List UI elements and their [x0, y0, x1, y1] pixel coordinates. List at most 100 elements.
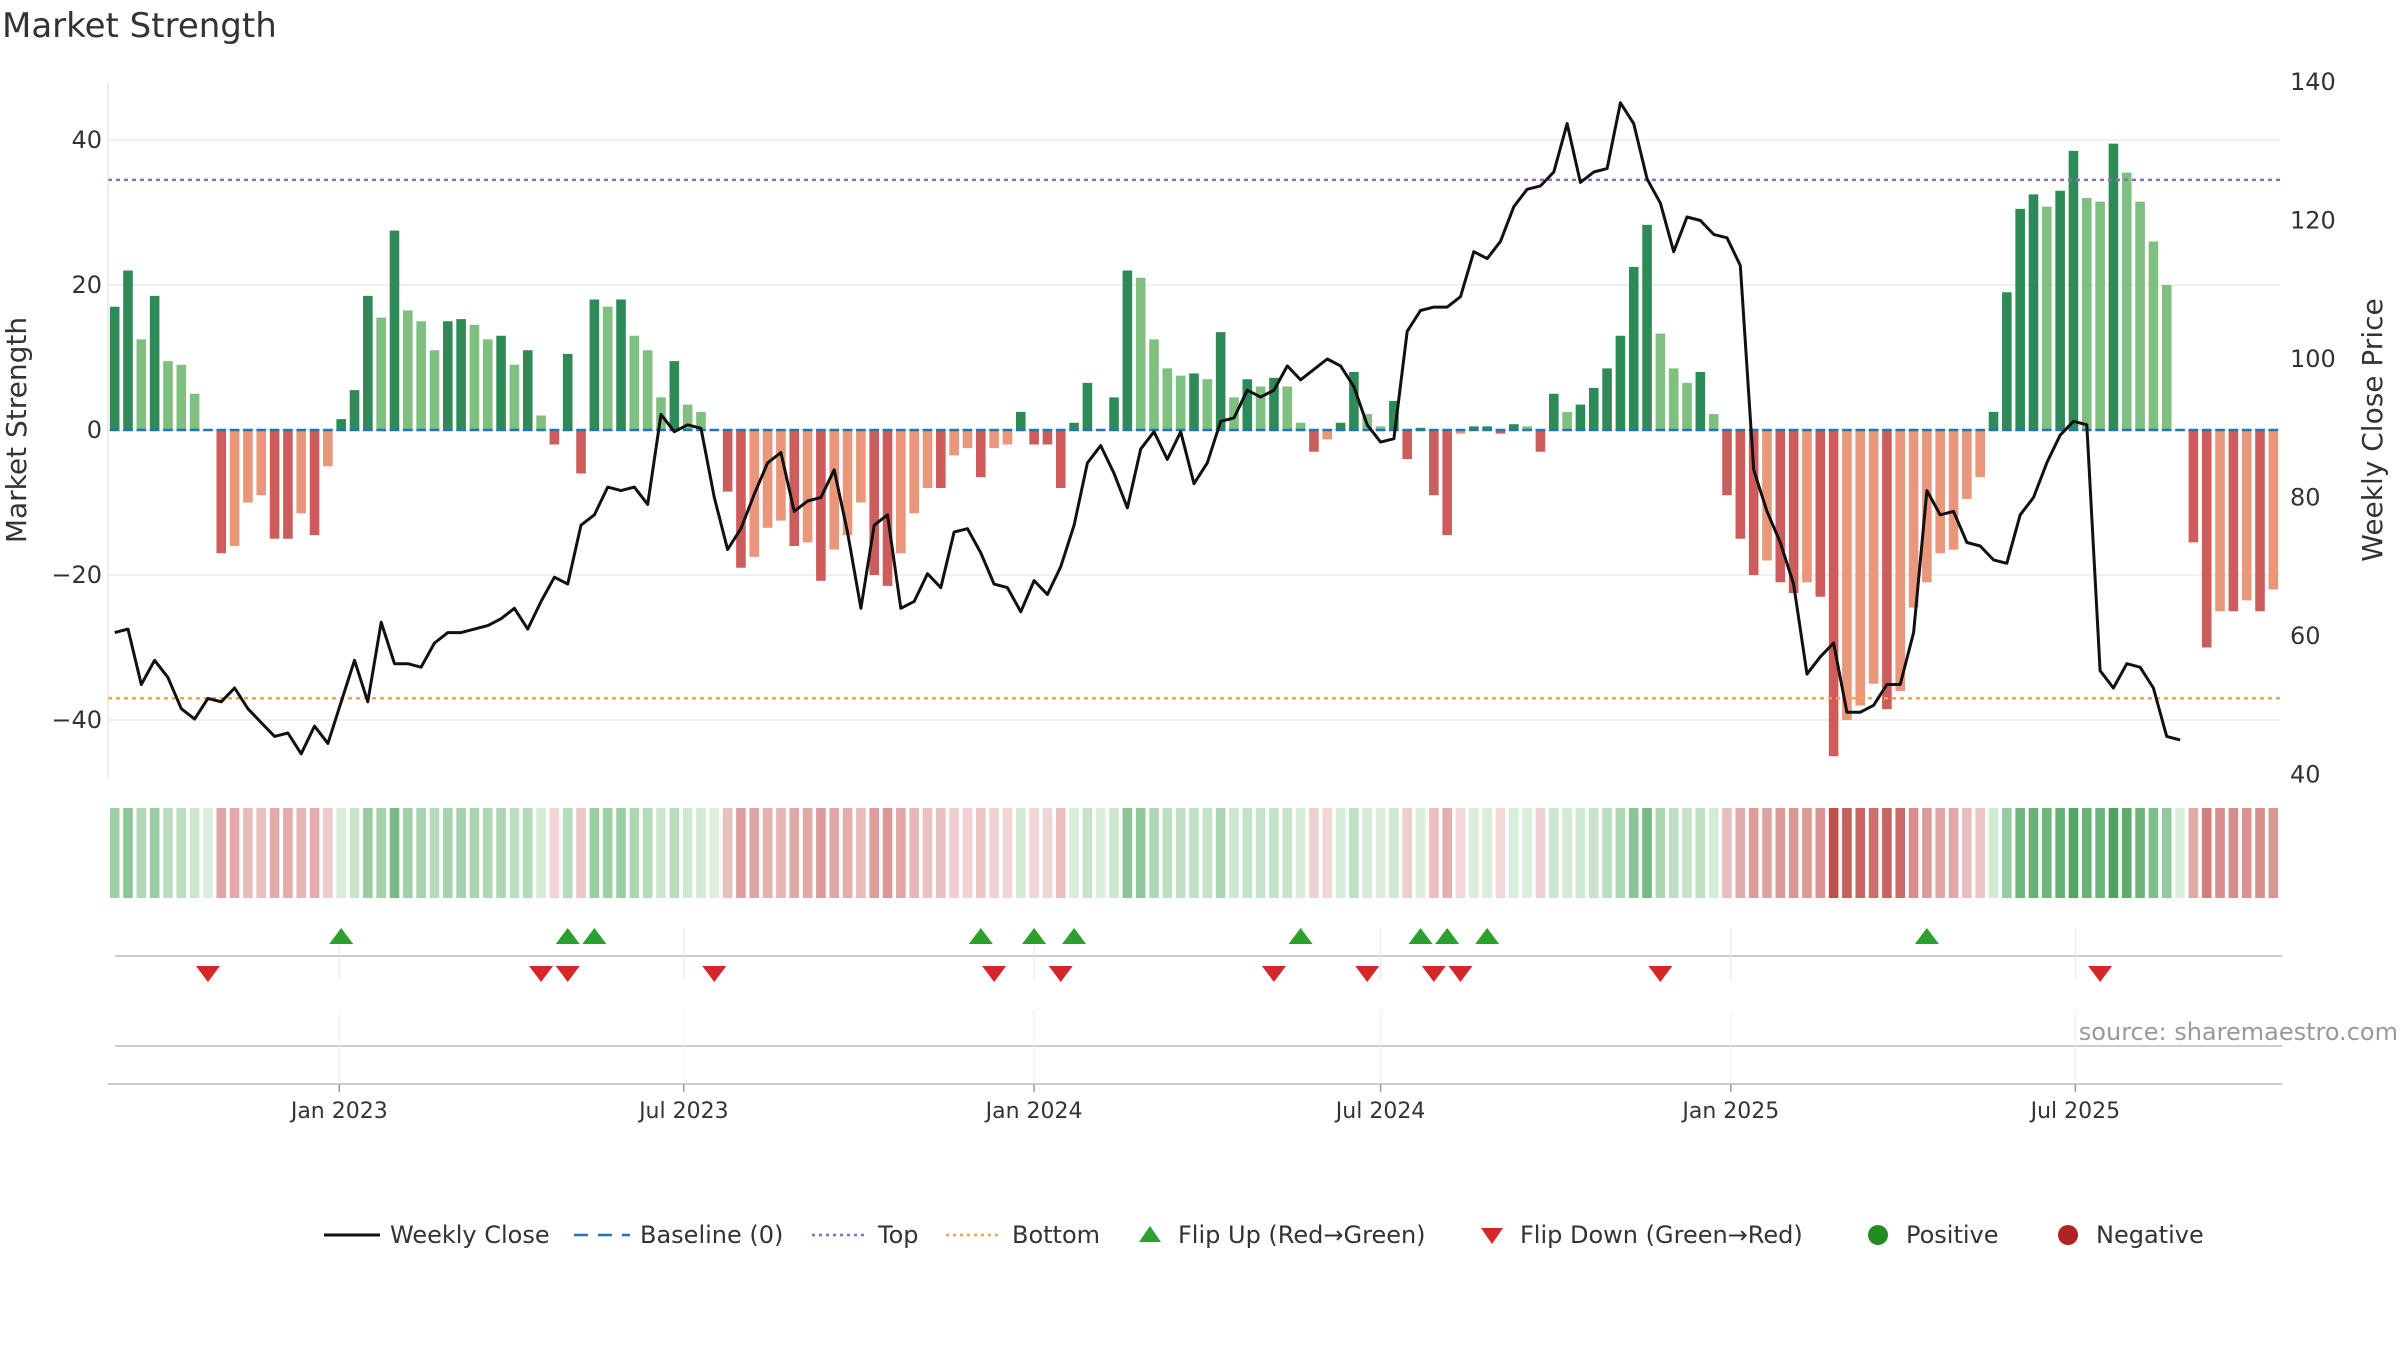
- strength-bar: [1708, 414, 1719, 430]
- strength-bar: [1842, 430, 1852, 720]
- strength-bar: [616, 299, 626, 430]
- flip-down-marker: [982, 966, 1007, 982]
- y2-tick-label: 60: [2290, 622, 2321, 650]
- strength-bar: [962, 430, 973, 449]
- strip-cell: [2268, 808, 2279, 898]
- strip-cell: [1042, 808, 1053, 898]
- legend-positive-dot-icon: [1858, 1220, 1898, 1250]
- legend-negative-dot-icon: [2048, 1220, 2088, 1250]
- strip-cell: [1015, 808, 1026, 898]
- flip-down-marker: [2088, 966, 2113, 982]
- y-axis-label: Market Strength: [0, 317, 33, 543]
- strip-cell: [482, 808, 493, 898]
- strength-bar: [1602, 368, 1612, 430]
- strip-cell: [2042, 808, 2052, 898]
- strip-cell: [1575, 808, 1586, 898]
- strip-cell: [2002, 808, 2012, 898]
- strength-bar: [1175, 375, 1186, 430]
- strip-cell: [776, 808, 786, 898]
- flip-down-marker: [1048, 966, 1073, 982]
- strip-cell: [2095, 808, 2105, 898]
- legend-triangle-down-icon: [1472, 1220, 1512, 1250]
- strength-bar: [2188, 430, 2199, 543]
- strength-bar: [2028, 194, 2039, 430]
- flip-down-marker: [1648, 966, 1673, 982]
- strip-cell: [389, 808, 400, 898]
- strength-bar: [522, 350, 533, 430]
- flip-down-marker: [1261, 966, 1286, 982]
- strength-bar: [496, 335, 506, 430]
- strip-cell: [136, 808, 147, 898]
- legend-item-close: Weekly Close: [322, 1215, 550, 1255]
- strength-bar: [256, 430, 267, 496]
- strip-cell: [109, 808, 120, 898]
- strength-bar: [1402, 430, 1412, 459]
- flip-down-marker: [529, 966, 554, 982]
- strip-cell: [536, 808, 546, 898]
- strip-cell: [1082, 808, 1093, 898]
- strip-cell: [896, 808, 906, 898]
- strength-bar: [2228, 430, 2239, 612]
- strength-bar: [349, 390, 360, 430]
- strip-cell: [562, 808, 573, 898]
- strength-bar: [789, 430, 800, 546]
- strength-bar: [2042, 206, 2052, 430]
- strength-bar: [1828, 430, 1839, 757]
- strip-cell: [1895, 808, 1906, 898]
- strength-bar: [1628, 266, 1639, 430]
- strength-bar: [1335, 422, 1346, 430]
- strength-bar: [1082, 382, 1093, 430]
- strip-cell: [509, 808, 520, 898]
- strength-bar: [2055, 190, 2065, 430]
- strength-bar: [2095, 201, 2105, 430]
- strength-bar: [243, 430, 253, 503]
- strip-cell: [416, 808, 426, 898]
- strength-bar: [1189, 373, 1199, 430]
- strip-cell: [696, 808, 706, 898]
- strength-bar: [2002, 292, 2012, 430]
- strength-bar: [949, 430, 959, 456]
- strength-bar: [2068, 150, 2079, 430]
- strength-bar: [283, 430, 293, 539]
- strip-cell: [989, 808, 999, 898]
- y2-axis-label: Weekly Close Price: [2356, 298, 2389, 561]
- strip-cell: [2015, 808, 2025, 898]
- strip-cell: [2188, 808, 2199, 898]
- strip-cell: [1708, 808, 1719, 898]
- strip-cell: [2068, 808, 2079, 898]
- strength-bar: [1255, 386, 1266, 430]
- strip-cell: [1269, 808, 1279, 898]
- strength-bar: [1748, 430, 1759, 575]
- legend-triangle-up-icon: [1130, 1220, 1170, 1250]
- strip-cell: [469, 808, 480, 898]
- strength-bar: [802, 430, 813, 543]
- strip-cell: [1815, 808, 1826, 898]
- strength-bar: [416, 321, 426, 430]
- strength-bar: [1442, 430, 1452, 536]
- strip-cell: [869, 808, 879, 898]
- strip-cell: [442, 808, 453, 898]
- strip-cell: [709, 808, 720, 898]
- strength-bar: [376, 317, 386, 430]
- legend-label-negative: Negative: [2096, 1221, 2204, 1249]
- strip-cell: [323, 808, 333, 898]
- strip-cell: [1668, 808, 1679, 898]
- strip-cell: [1628, 808, 1639, 898]
- strip-cell: [856, 808, 866, 898]
- legend-item-flip-down: Flip Down (Green→Red): [1472, 1215, 1803, 1255]
- strength-bar: [456, 319, 466, 430]
- strip-cell: [1055, 808, 1066, 898]
- strip-cell: [2241, 808, 2252, 898]
- x-tick-label: Jul 2023: [637, 1099, 729, 1124]
- strip-cell: [2081, 808, 2092, 898]
- legend-label-flip-down: Flip Down (Green→Red): [1520, 1221, 1803, 1249]
- strip-cell: [1349, 808, 1359, 898]
- x-tick-label: Jul 2024: [1334, 1099, 1426, 1124]
- strength-bar: [2255, 430, 2265, 612]
- strength-bar: [1548, 393, 1559, 430]
- legend-item-bottom: Bottom: [944, 1215, 1100, 1255]
- strength-bar: [336, 419, 346, 430]
- strip-cell: [1922, 808, 1932, 898]
- strength-bar: [2121, 172, 2132, 430]
- strip-cell: [1322, 808, 1333, 898]
